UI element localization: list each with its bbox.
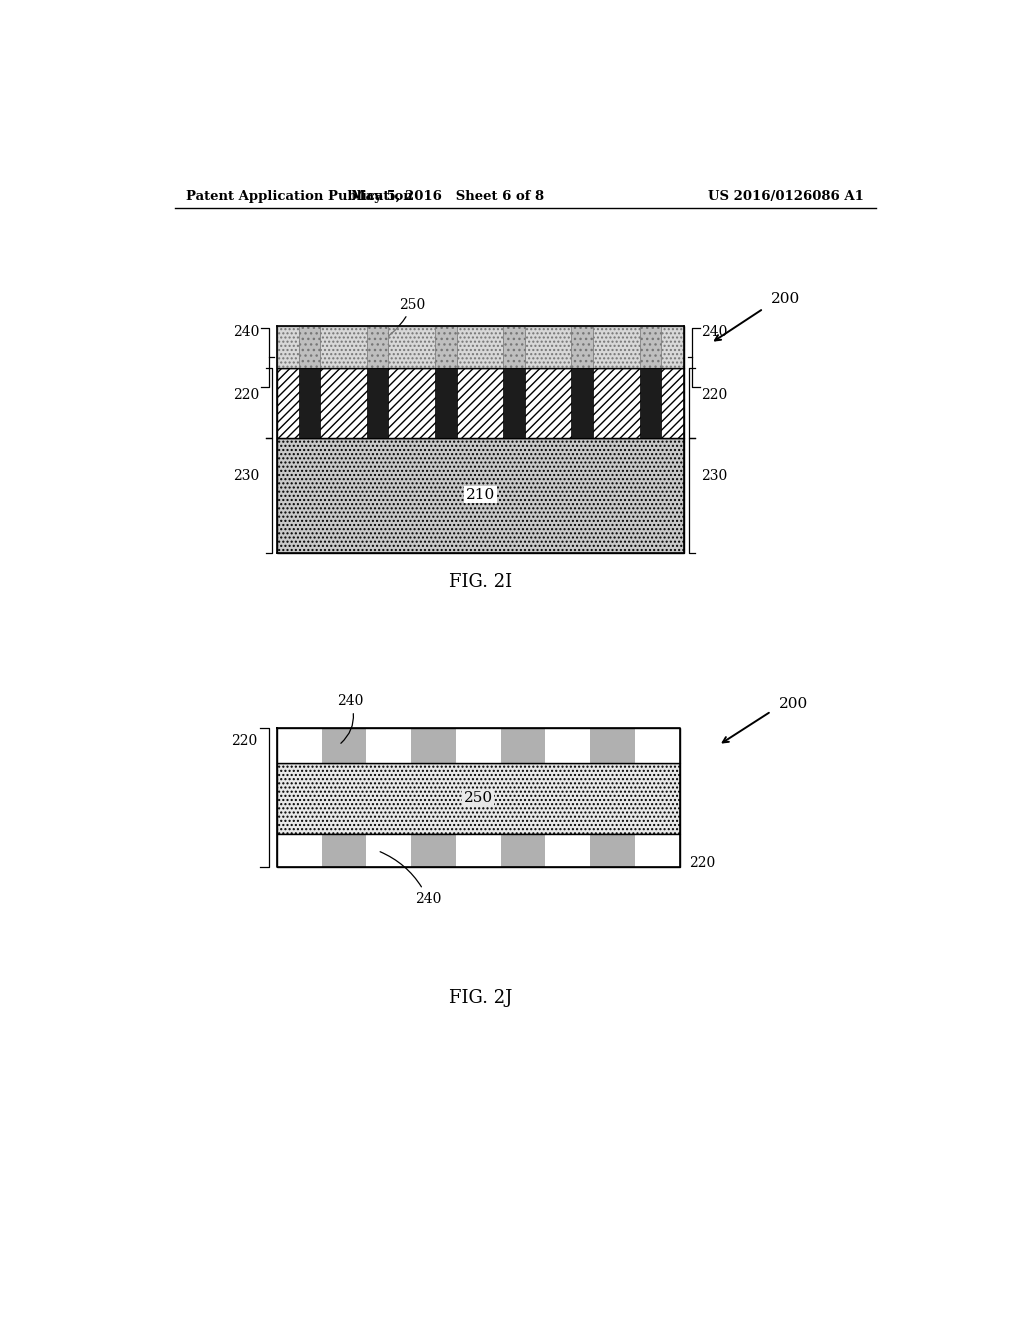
Bar	[640, 326, 662, 368]
Bar	[299, 368, 321, 438]
Text: 250: 250	[373, 297, 426, 346]
Text: US 2016/0126086 A1: US 2016/0126086 A1	[709, 190, 864, 203]
Bar	[411, 729, 456, 763]
Bar	[590, 834, 635, 867]
Bar	[276, 326, 684, 368]
Text: 250: 250	[464, 791, 493, 805]
Text: 220: 220	[701, 388, 728, 401]
Text: 210: 210	[466, 488, 496, 502]
Bar	[367, 834, 411, 867]
Bar	[322, 834, 367, 867]
Text: 220: 220	[231, 734, 257, 748]
Bar	[503, 326, 525, 368]
Bar	[411, 834, 456, 867]
Text: 240: 240	[701, 326, 728, 339]
Text: 200: 200	[779, 697, 808, 710]
Bar	[276, 834, 680, 867]
Bar	[456, 729, 501, 763]
Text: 200: 200	[771, 292, 801, 306]
Text: 230: 230	[701, 469, 728, 483]
Text: FIG. 2I: FIG. 2I	[450, 573, 512, 591]
Bar	[276, 834, 322, 867]
Bar	[276, 368, 684, 438]
Bar	[322, 729, 367, 763]
Bar	[276, 729, 680, 763]
Bar	[276, 729, 322, 763]
Text: 220: 220	[233, 388, 260, 401]
Text: 220: 220	[689, 855, 716, 870]
Text: Patent Application Publication: Patent Application Publication	[186, 190, 413, 203]
Bar	[571, 326, 593, 368]
Bar	[501, 834, 546, 867]
Text: 240: 240	[233, 326, 260, 339]
Text: 230: 230	[233, 469, 260, 483]
Text: 240: 240	[380, 851, 441, 906]
Bar	[590, 729, 635, 763]
Bar	[456, 834, 501, 867]
Bar	[367, 326, 388, 368]
Bar	[571, 368, 593, 438]
Text: FIG. 2J: FIG. 2J	[449, 989, 512, 1007]
Bar	[635, 729, 680, 763]
Bar	[503, 368, 525, 438]
Bar	[635, 834, 680, 867]
Bar	[276, 326, 684, 368]
Bar	[299, 326, 321, 368]
Bar	[276, 438, 684, 553]
Text: May 5, 2016   Sheet 6 of 8: May 5, 2016 Sheet 6 of 8	[351, 190, 544, 203]
Bar	[367, 729, 411, 763]
Bar	[546, 729, 590, 763]
Bar	[435, 368, 457, 438]
Bar	[501, 729, 546, 763]
Bar	[367, 368, 388, 438]
Bar	[276, 763, 680, 834]
Text: 240: 240	[337, 694, 364, 743]
Bar	[435, 326, 457, 368]
Bar	[546, 834, 590, 867]
Bar	[640, 368, 662, 438]
